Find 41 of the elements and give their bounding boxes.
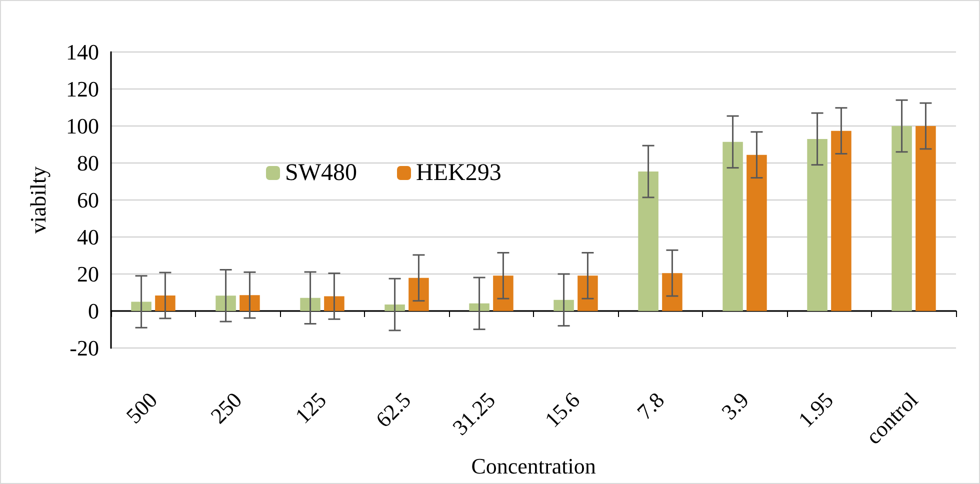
x-tick-label: 250 <box>206 387 247 428</box>
bar <box>240 295 260 312</box>
x-tick-label: 500 <box>121 387 162 428</box>
bar <box>722 142 743 312</box>
y-tick-label: 100 <box>66 114 99 139</box>
x-tick-label: 3.9 <box>716 387 754 424</box>
x-tick-label: 125 <box>290 387 332 428</box>
x-tick-label: 62.5 <box>370 387 416 432</box>
bar <box>807 138 828 312</box>
x-tick-label: 15.6 <box>540 387 585 432</box>
bar <box>892 126 912 312</box>
bar <box>493 276 514 312</box>
bar <box>131 302 152 312</box>
bar <box>155 295 176 312</box>
bar <box>408 278 429 312</box>
bar <box>324 296 344 312</box>
y-tick-label: 20 <box>77 262 99 287</box>
x-tick-label: 1.95 <box>793 387 838 432</box>
bar <box>300 298 320 312</box>
y-axis-title: viabilty <box>26 166 50 234</box>
bar <box>469 303 490 312</box>
bar <box>216 296 236 312</box>
bar <box>746 154 767 312</box>
x-axis-title: Concentration <box>471 454 596 478</box>
y-tick-label: 60 <box>77 188 99 213</box>
bar <box>662 273 682 312</box>
y-tick-label: 80 <box>77 150 99 176</box>
bar <box>384 304 405 312</box>
y-tick-label: 140 <box>66 40 99 64</box>
y-tick-label: 40 <box>77 224 99 250</box>
y-tick-label: 120 <box>66 76 99 102</box>
legend-label: SW480 <box>285 160 357 186</box>
bar <box>831 130 852 312</box>
y-tick-label: 0 <box>88 298 99 324</box>
x-tick-label: 7.8 <box>632 387 670 424</box>
y-tick-label: -20 <box>70 336 99 361</box>
legend-label: HEK293 <box>416 160 502 186</box>
bar <box>578 276 598 312</box>
bar <box>554 300 574 312</box>
bar <box>916 126 936 312</box>
bar <box>638 172 658 312</box>
